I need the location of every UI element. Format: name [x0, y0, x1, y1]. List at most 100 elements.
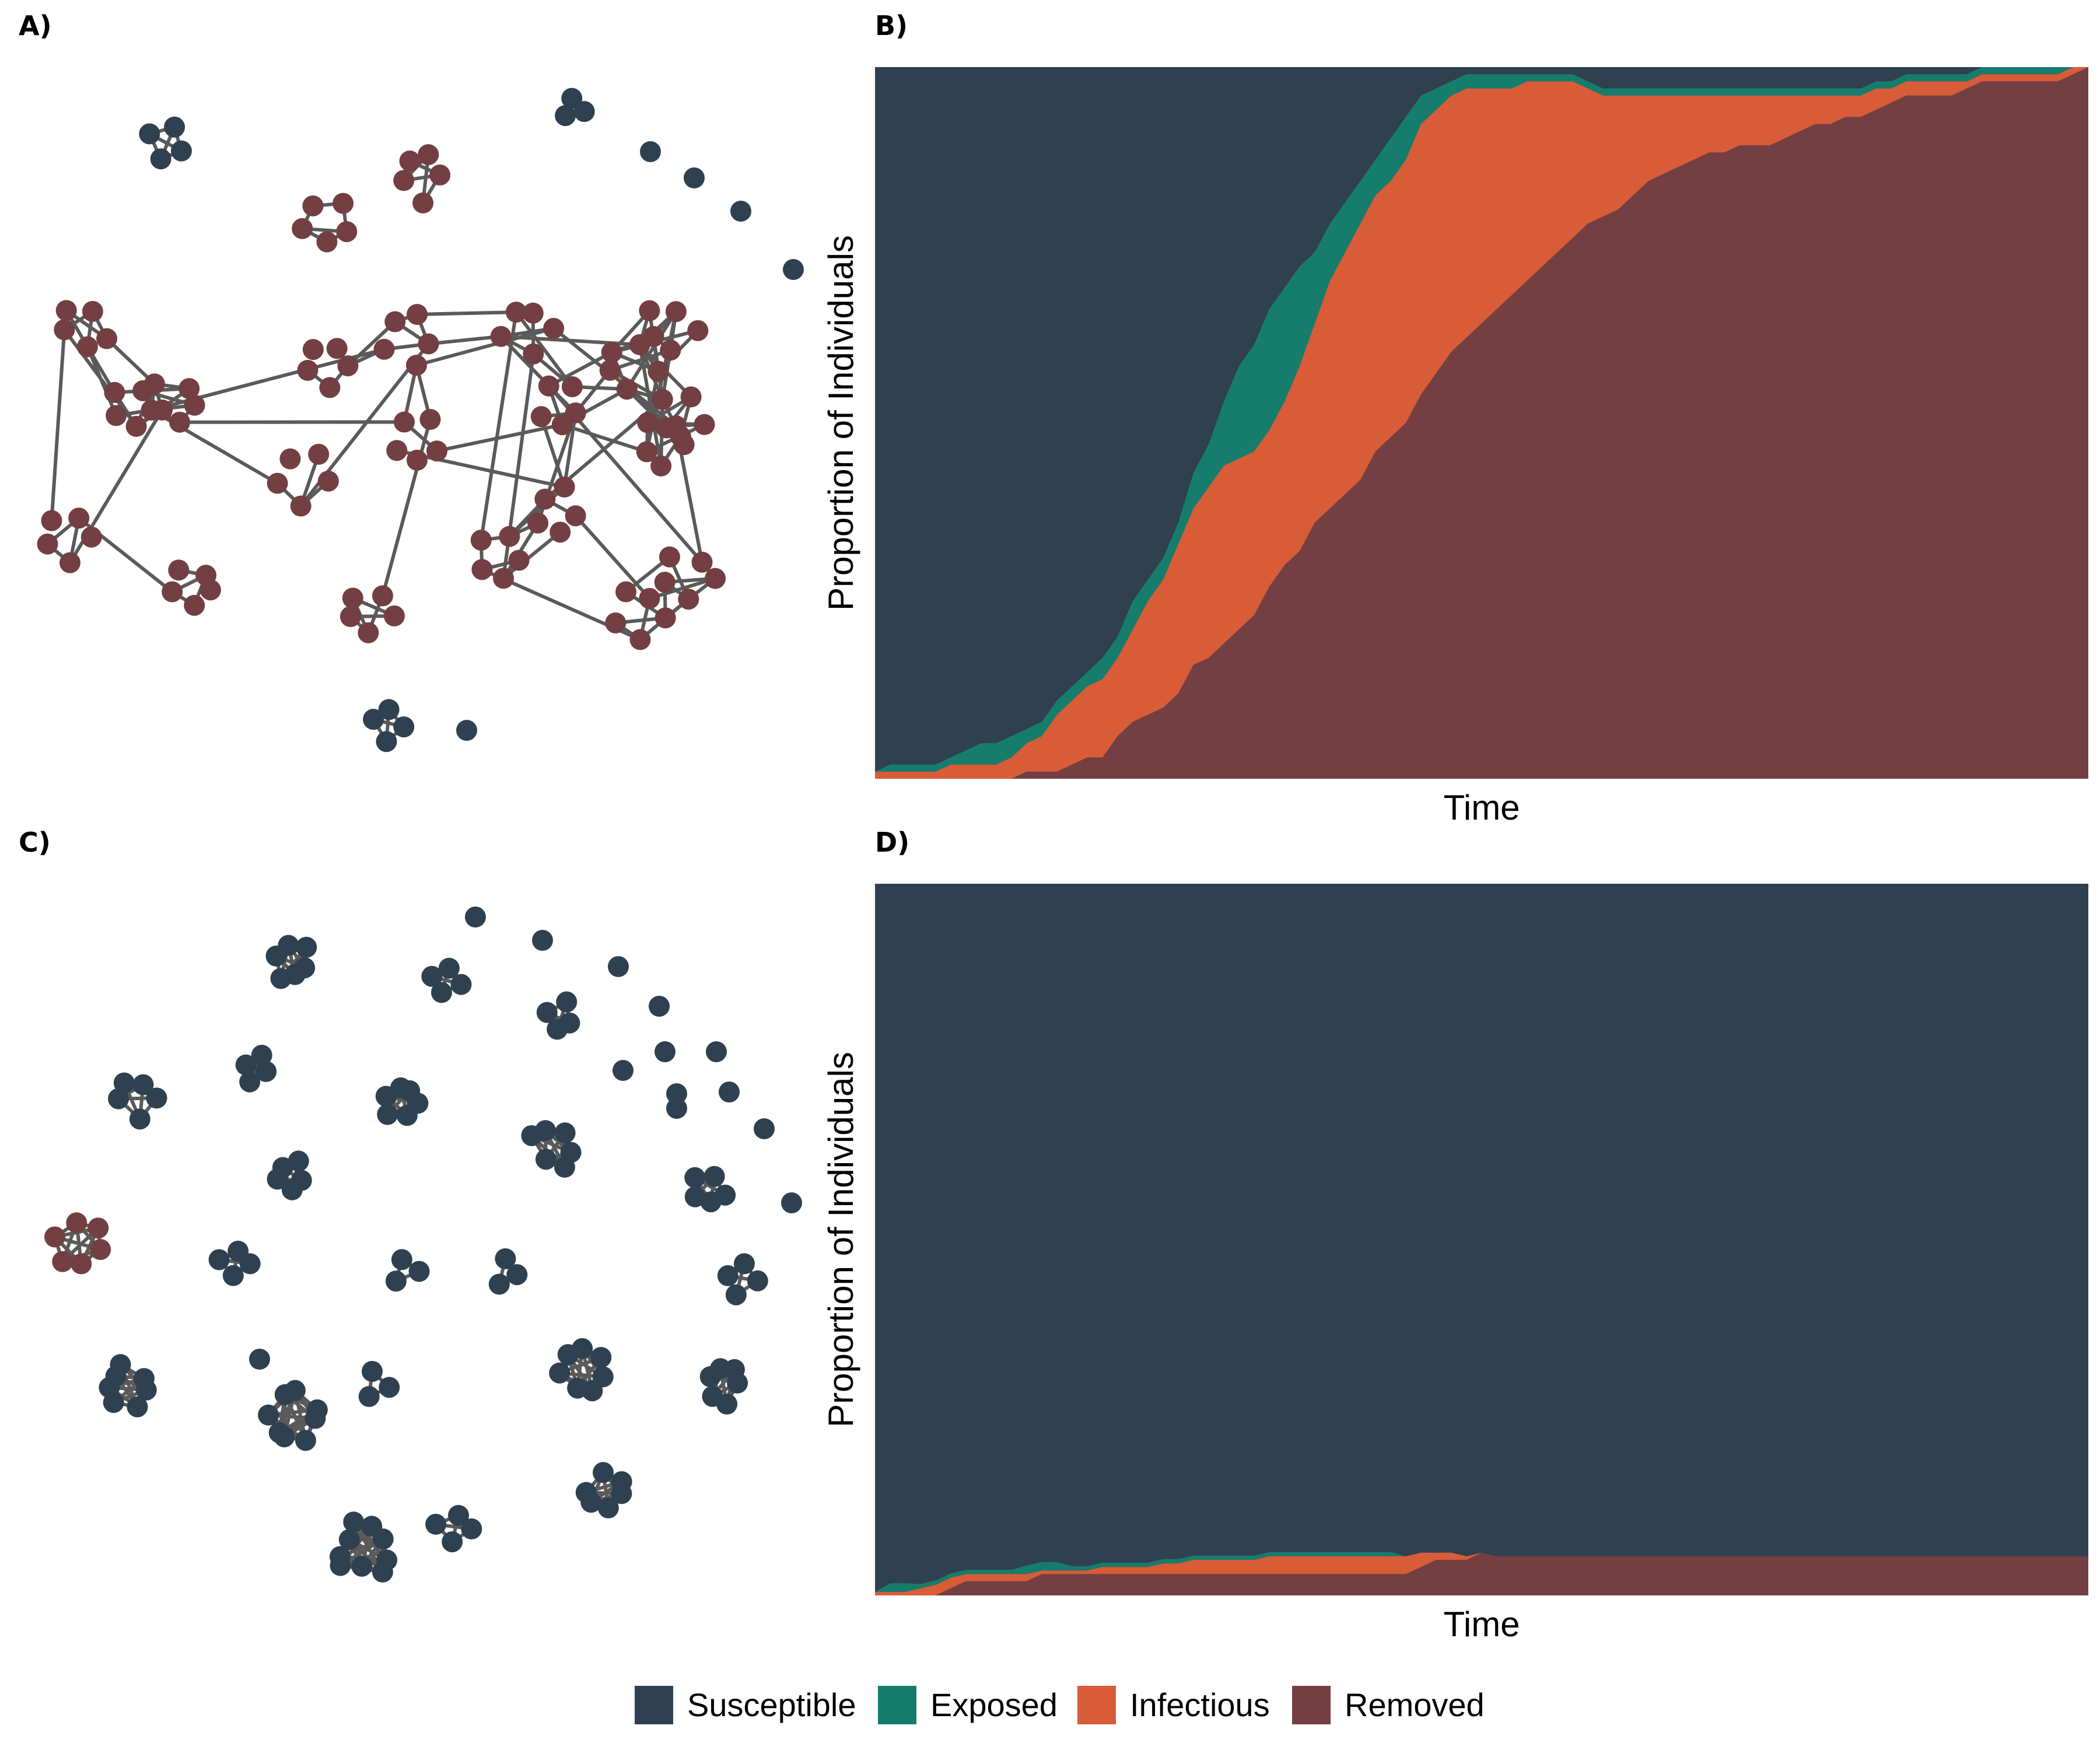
network-node	[235, 1054, 257, 1076]
network-edge	[561, 423, 648, 454]
network-node	[450, 974, 472, 995]
network-edge	[574, 514, 651, 600]
network-node	[691, 551, 713, 573]
network-node	[385, 1270, 407, 1292]
network-node	[329, 1546, 351, 1567]
panel-label-b: B)	[875, 10, 908, 41]
network-node	[705, 568, 726, 589]
network-edge	[50, 330, 66, 521]
network-node	[660, 340, 681, 361]
network-node	[567, 1377, 589, 1399]
network-node	[351, 1556, 373, 1577]
network-node	[169, 411, 190, 433]
area-exposed	[875, 1552, 2088, 1592]
network-node	[678, 589, 699, 610]
network-node	[561, 88, 583, 109]
network-node	[425, 1513, 447, 1535]
network-edge	[548, 351, 613, 388]
network-node	[637, 412, 659, 433]
network-node	[407, 303, 428, 325]
network-node	[561, 376, 583, 398]
network-node	[565, 505, 586, 527]
network-node	[66, 1212, 88, 1234]
network-node	[308, 443, 330, 465]
network-node	[336, 221, 358, 243]
network-node	[76, 336, 98, 358]
network-node	[426, 440, 448, 462]
network-node	[465, 907, 486, 928]
y-axis-label-d: Proportion of Individuals	[821, 1052, 860, 1427]
legend-label-susceptible: Susceptible	[687, 1686, 856, 1723]
network-node	[456, 720, 477, 741]
network-node	[508, 550, 530, 571]
network-node	[687, 320, 709, 341]
y-axis-label-b: Proportion of Individuals	[821, 235, 860, 611]
network-node	[461, 1518, 482, 1540]
network-node	[725, 1284, 747, 1306]
network-edge	[416, 310, 516, 316]
legend-swatch-infectious	[1077, 1686, 1116, 1724]
network-node	[723, 1359, 745, 1380]
network-node	[113, 1072, 135, 1094]
network-panel-c	[44, 907, 802, 1583]
network-edge	[514, 311, 574, 388]
network-node	[505, 302, 527, 323]
network-node	[412, 192, 434, 214]
network-node	[373, 338, 395, 360]
network-node	[612, 1060, 634, 1081]
legend-swatch-susceptible	[635, 1686, 673, 1724]
plot-background-d	[875, 884, 2088, 1595]
network-node	[470, 529, 492, 551]
network-node	[666, 1083, 687, 1104]
network-node	[684, 167, 705, 188]
network-node	[326, 338, 348, 359]
area-chart-d: Time Proportion of Individuals	[821, 884, 2088, 1644]
network-node	[281, 1179, 303, 1200]
network-node	[447, 1504, 469, 1526]
area-removed	[875, 1552, 2088, 1595]
network-node	[343, 1511, 365, 1533]
network-node	[396, 1105, 418, 1126]
network-node	[573, 101, 595, 123]
network-node	[393, 170, 415, 191]
network-node	[605, 612, 626, 634]
network-node	[399, 150, 421, 172]
network-node	[530, 406, 552, 428]
legend-swatch-exposed	[878, 1686, 916, 1724]
network-node	[342, 587, 363, 609]
network-node	[88, 1217, 109, 1239]
network-node	[377, 1104, 398, 1125]
network-node	[290, 495, 312, 517]
network-node	[601, 341, 622, 363]
network-node	[379, 1377, 400, 1398]
legend: Susceptible Exposed Infectious Removed	[635, 1686, 1485, 1724]
network-node	[523, 343, 544, 365]
network-node	[535, 1149, 556, 1170]
network-node	[611, 1471, 632, 1492]
x-axis-label-b: Time	[1443, 788, 1520, 827]
network-node	[654, 572, 676, 593]
network-node	[256, 1060, 277, 1082]
network-node	[554, 1156, 575, 1178]
network-node	[649, 996, 670, 1017]
network-node	[52, 1251, 74, 1272]
network-node	[572, 1338, 593, 1359]
network-node	[59, 552, 80, 573]
network-node	[527, 512, 549, 534]
panel-label-d: D)	[875, 827, 909, 858]
network-node	[555, 105, 576, 127]
network-node	[549, 1362, 570, 1384]
network-node	[384, 311, 406, 332]
network-node	[499, 526, 520, 547]
network-node	[90, 1239, 111, 1261]
network-node	[551, 414, 573, 436]
network-node	[554, 1122, 576, 1144]
network-node	[534, 488, 556, 510]
network-node	[239, 1071, 261, 1093]
network-node	[96, 328, 118, 349]
panel-label-c: C)	[19, 827, 51, 858]
network-node	[656, 417, 677, 439]
network-node	[471, 559, 493, 580]
network-panel-a	[37, 88, 804, 752]
